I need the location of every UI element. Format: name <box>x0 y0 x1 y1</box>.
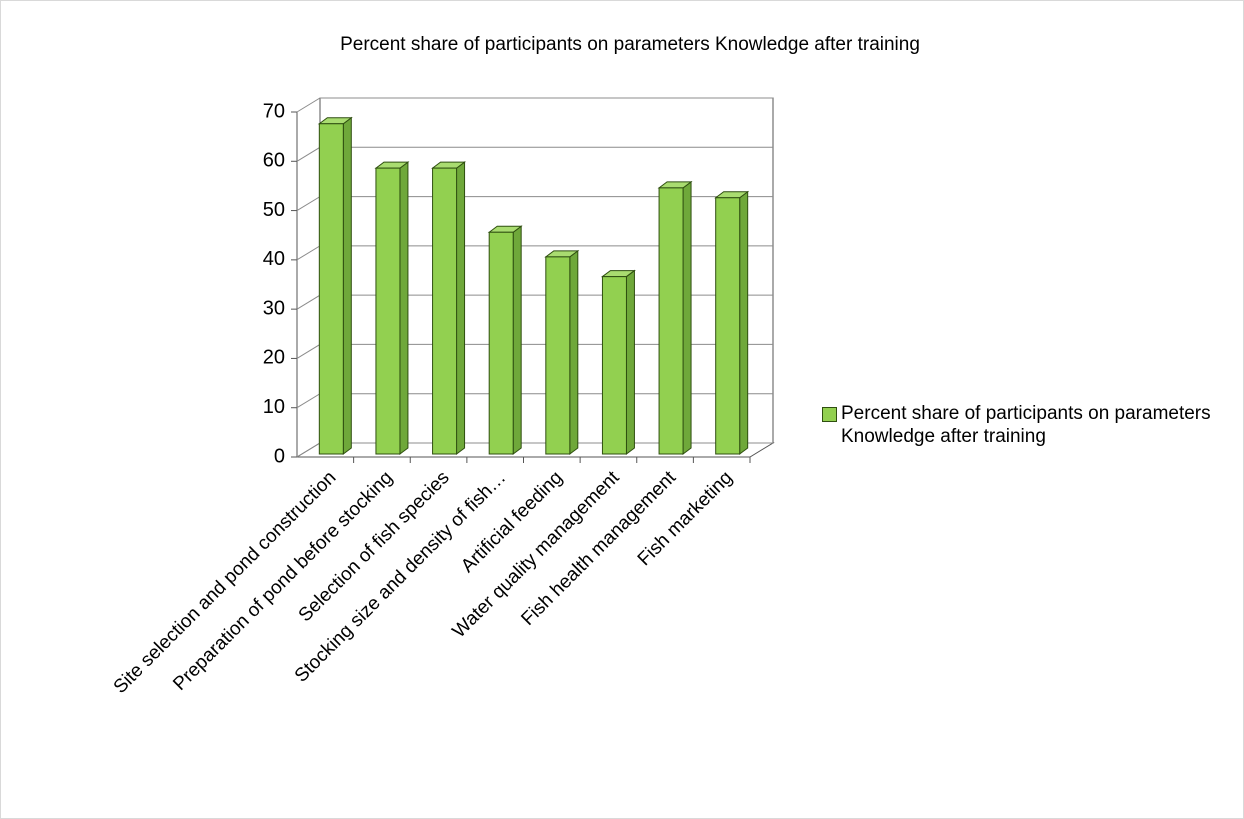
bar <box>374 161 410 455</box>
y-tick-label: 40 <box>263 248 285 270</box>
bar <box>600 269 636 455</box>
bar <box>657 180 693 455</box>
y-tick-label: 0 <box>274 445 285 467</box>
bar <box>544 249 580 455</box>
y-tick-label: 10 <box>263 396 285 418</box>
bar <box>317 116 353 455</box>
legend-label: Percent share of participants on paramet… <box>841 403 1211 447</box>
legend: Percent share of participants on paramet… <box>822 402 1222 448</box>
bar <box>714 190 750 455</box>
bar <box>487 225 523 455</box>
y-tick-label: 70 <box>263 100 285 122</box>
chart-title: Percent share of participants on paramet… <box>340 34 920 55</box>
y-tick-label: 30 <box>263 297 285 319</box>
y-tick-label: 50 <box>263 199 285 221</box>
legend-swatch <box>822 407 837 422</box>
y-tick-label: 20 <box>263 347 285 369</box>
grid-line <box>296 97 773 113</box>
y-tick-label: 60 <box>263 150 285 172</box>
bar <box>431 161 467 455</box>
